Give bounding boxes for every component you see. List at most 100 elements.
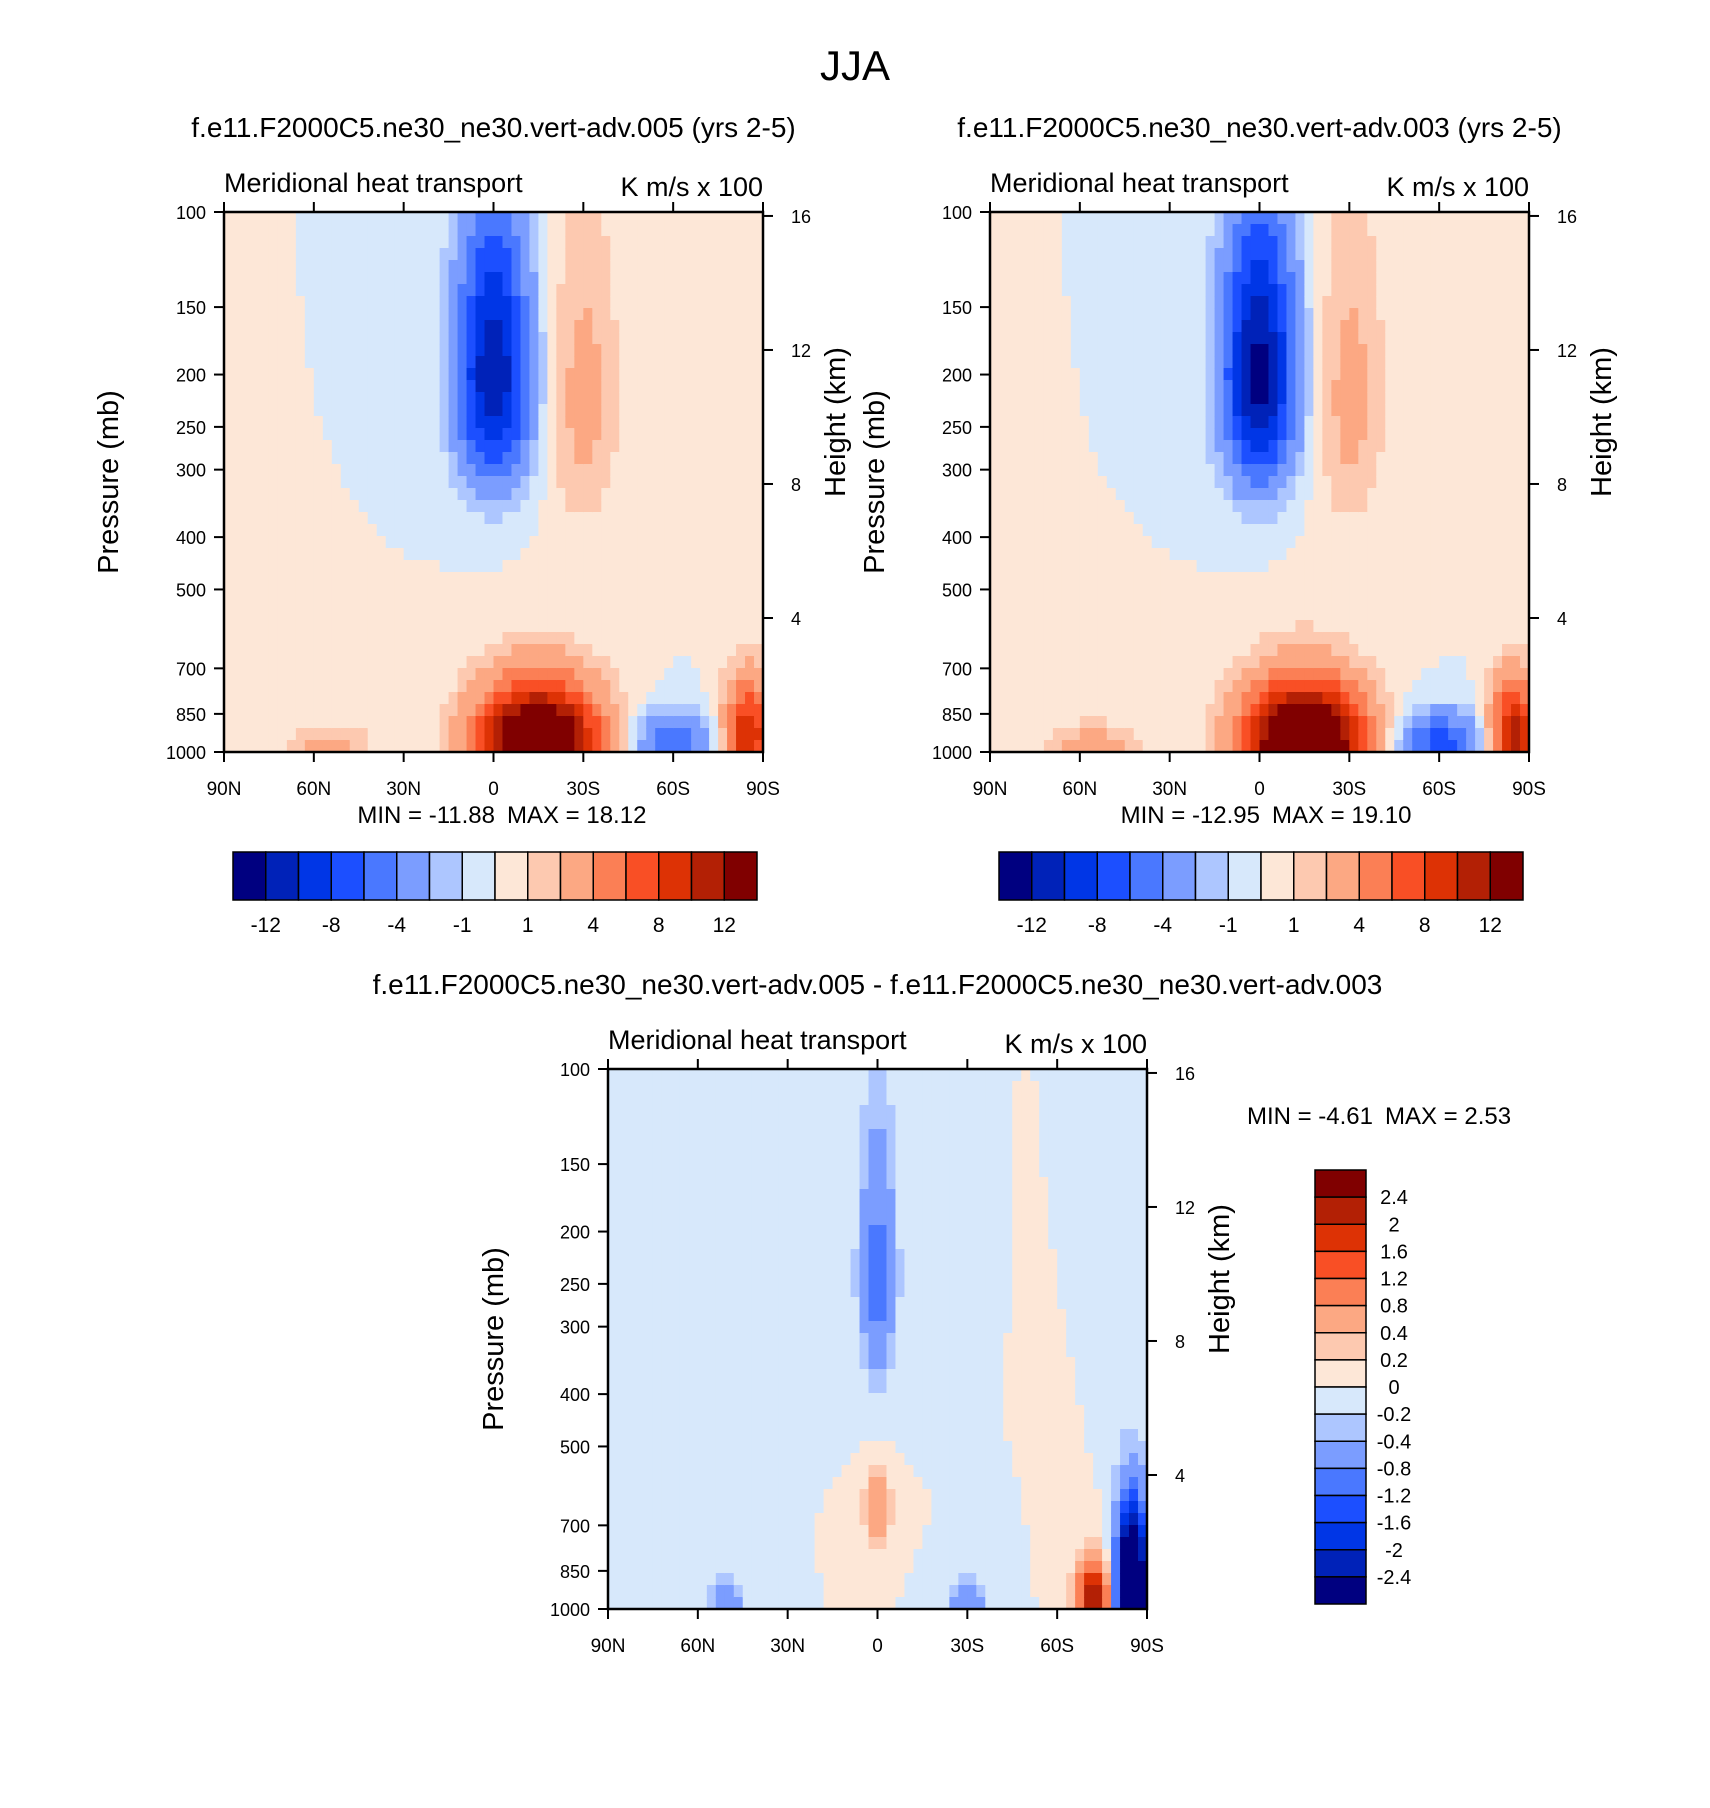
heatmap-cell [295,428,306,441]
heatmap-cell [673,608,683,621]
heatmap-cell [691,536,701,549]
heatmap-cell [457,212,468,225]
heatmap-cell [990,380,1000,393]
heatmap-cell [394,368,405,381]
heatmap-cell [1169,284,1180,297]
heatmap-cell [628,260,638,273]
heatmap-cell [709,356,719,369]
heatmap-cell [394,644,405,657]
heatmap-cell [1052,608,1063,621]
heatmap-cell [538,596,548,609]
heatmap-cell [1061,236,1072,249]
heatmap-cell [1349,368,1359,381]
heatmap-cell [700,368,710,381]
heatmap-cell [1313,728,1323,741]
heatmap-cell [1025,716,1036,729]
heatmap-cell [1295,524,1306,537]
heatmap-cell [718,404,728,417]
heatmap-cell [700,596,710,609]
heatmap-cell [736,548,746,561]
heatmap-cell [646,296,656,309]
heatmap-cell [1250,584,1261,597]
heatmap-cell [718,644,728,657]
heatmap-cell [502,272,513,285]
heatmap-cell [1340,500,1350,513]
heatmap-cell [682,548,692,561]
heatmap-cell [682,320,692,333]
heatmap-cell [673,464,683,477]
heatmap-cell [1421,716,1431,729]
heatmap-cell [367,356,378,369]
heatmap-cell [1250,512,1261,525]
heatmap-cell [1241,644,1252,657]
heatmap-cell [1178,656,1189,669]
heatmap-cell [1025,452,1036,465]
heatmap-cell [1286,272,1297,285]
heatmap-cell [1223,668,1234,681]
heatmap-cell [1304,512,1314,525]
heatmap-cell [1133,260,1144,273]
heatmap-cell [574,392,584,405]
heatmap-cell [1151,464,1162,477]
heatmap-cell [1205,632,1216,645]
heatmap-cell [664,272,674,285]
heatmap-cell [331,728,342,741]
heatmap-cell [754,320,764,333]
heatmap-cell [1277,380,1288,393]
heatmap-cell [1322,740,1332,753]
heatmap-cell [736,572,746,585]
heatmap-cell [484,392,495,405]
heatmap-cell [1223,248,1234,261]
heatmap-cell [691,332,701,345]
heatmap-cell [1079,680,1090,693]
heatmap-cell [466,356,477,369]
heatmap-cell [1142,704,1153,717]
heatmap-cell [592,320,602,333]
heatmap-cell [313,536,324,549]
heatmap-cell [1205,404,1216,417]
heatmap-cell [277,728,288,741]
heatmap-cell [1052,308,1063,321]
heatmap-cell [592,464,602,477]
heatmap-cell [727,632,737,645]
heatmap-cell [538,464,548,477]
heatmap-cell [1268,428,1279,441]
heatmap-cell [1070,224,1081,237]
heatmap-cell [664,536,674,549]
heatmap-cell [457,500,468,513]
heatmap-cell [709,272,719,285]
heatmap-cell [691,704,701,717]
heatmap-cell [556,476,566,489]
heatmap-cell [1304,704,1314,717]
heatmap-cell [403,416,414,429]
heatmap-cell [1313,392,1323,405]
heatmap-cell [1430,224,1440,237]
heatmap-cell [745,380,755,393]
heatmap-cell [277,536,288,549]
heatmap-cell [430,308,441,321]
heatmap-cell [1007,560,1018,573]
heatmap-cell [358,272,369,285]
heatmap-cell [1313,428,1323,441]
heatmap-cell [1160,308,1171,321]
heatmap-cell [358,440,369,453]
heatmap-cell [439,500,450,513]
heatmap-cell [1313,464,1323,477]
heatmap-cell [412,452,423,465]
heatmap-cell [1052,584,1063,597]
left-string: Meridional heat transport [224,168,523,198]
heatmap-cell [529,224,540,237]
heatmap-cell [1151,212,1162,225]
heatmap-cell [322,260,333,273]
heatmap-cell [331,560,342,573]
heatmap-cell [1088,704,1099,717]
heatmap-cell [1169,548,1180,561]
heatmap-cell [1007,224,1018,237]
heatmap-cell [394,728,405,741]
heatmap-cell [250,320,261,333]
heatmap-cell [1178,272,1189,285]
heatmap-cell [592,704,602,717]
heatmap-cell [520,668,531,681]
heatmap-cell [322,332,333,345]
heatmap-cell [646,440,656,453]
